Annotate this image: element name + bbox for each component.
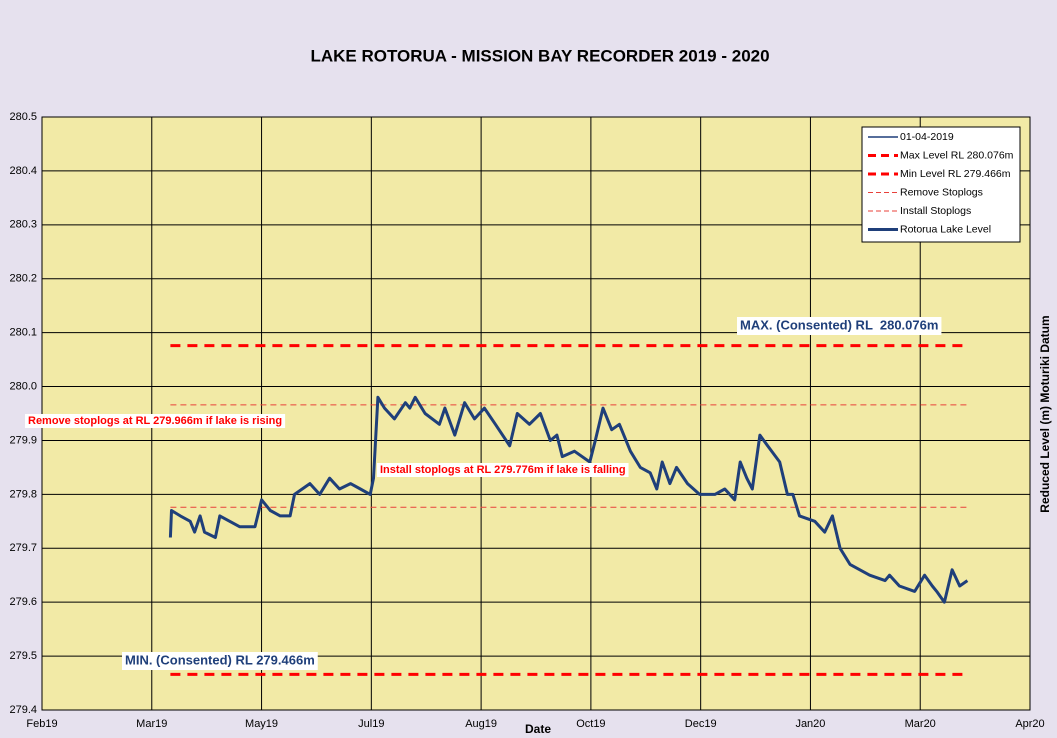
x-tick-label: Feb19: [26, 718, 57, 730]
annotation: MAX. (Consented) RL 280.076m: [737, 317, 942, 335]
x-tick-label: Apr20: [1015, 718, 1044, 730]
y-tick-label: 280.4: [9, 165, 37, 177]
y-tick-label: 279.9: [9, 434, 37, 446]
y-tick-label: 280.3: [9, 219, 37, 231]
y-tick-label: 280.5: [9, 111, 37, 123]
x-tick-label: Dec19: [685, 718, 717, 730]
legend-label: Remove Stoplogs: [900, 186, 983, 198]
x-tick-label: Aug19: [465, 718, 497, 730]
x-tick-label: Mar20: [905, 718, 936, 730]
y-tick-label: 279.6: [9, 596, 37, 608]
y-tick-label: 280.2: [9, 273, 37, 285]
annotation-text: MAX. (Consented) RL 280.076m: [740, 317, 938, 332]
x-tick-label: Oct19: [576, 718, 605, 730]
series-line: [168, 395, 969, 604]
x-axis-label: Date: [525, 722, 551, 736]
annotation-box: [377, 463, 629, 477]
legend-label: Min Level RL 279.466m: [900, 168, 1011, 180]
legend-box: [861, 126, 1021, 243]
annotation-box: [122, 652, 318, 670]
annotation-box: [25, 414, 286, 428]
x-tick-label: Jan20: [795, 718, 825, 730]
annotation-text: Install stoplogs at RL 279.776m if lake …: [380, 464, 626, 476]
legend-label: Rotorua Lake Level: [900, 223, 991, 235]
y-tick-label: 279.8: [9, 488, 37, 500]
annotation: Remove stoplogs at RL 279.966m if lake i…: [25, 414, 286, 428]
legend-label: Max Level RL 280.076m: [900, 149, 1014, 161]
x-tick-label: Jul19: [358, 718, 384, 730]
annotation: MIN. (Consented) RL 279.466m: [122, 652, 318, 670]
chart-title: LAKE ROTORUA - MISSION BAY RECORDER 2019…: [310, 46, 769, 65]
y-axis-label: Reduced Level (m) Moturiki Datum: [1038, 315, 1052, 512]
y-tick-label: 280.0: [9, 380, 37, 392]
annotation: Install stoplogs at RL 279.776m if lake …: [377, 463, 629, 477]
y-tick-label: 279.7: [9, 542, 37, 554]
annotation-text: Remove stoplogs at RL 279.966m if lake i…: [28, 415, 282, 427]
y-tick-label: 279.4: [9, 704, 37, 716]
x-tick-label: May19: [245, 718, 278, 730]
x-tick-label: Mar19: [136, 718, 167, 730]
annotation-box: [737, 317, 942, 335]
legend-label: 01-04-2019: [900, 131, 954, 143]
y-tick-label: 280.1: [9, 327, 37, 339]
annotation-text: MIN. (Consented) RL 279.466m: [125, 652, 315, 667]
legend-label: Install Stoplogs: [900, 205, 971, 217]
y-tick-label: 279.5: [9, 650, 37, 662]
